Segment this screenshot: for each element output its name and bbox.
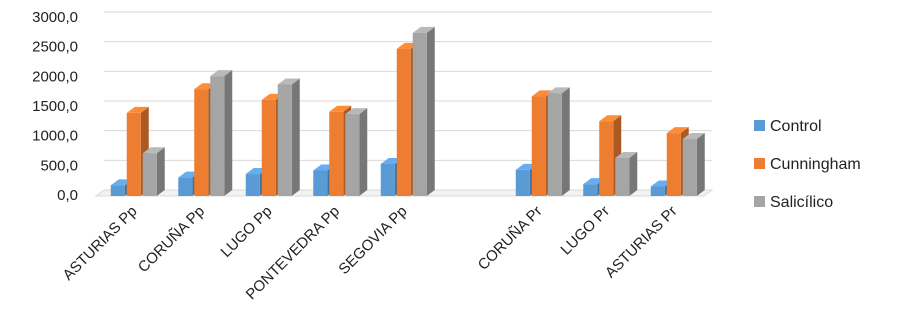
bar-salic-lico	[412, 26, 435, 197]
y-tick-label: 1000,0	[32, 128, 78, 145]
x-category-label: ASTURIAS Pp	[60, 203, 141, 284]
legend-swatch	[754, 120, 765, 131]
x-category-label: ASTURIAS Pr	[602, 203, 681, 282]
x-category-label: LUGO Pr	[557, 203, 613, 259]
bar-salic-lico	[142, 147, 165, 196]
y-tick-label: 3000,0	[32, 9, 78, 26]
bar-salic-lico	[345, 108, 368, 196]
y-tick-label: 2000,0	[32, 68, 78, 85]
y-axis: 0,0 500,0 1000,0 1500,0 2000,0 2500,0 3000,0	[32, 9, 78, 204]
x-category-label: CORUÑA Pp	[135, 203, 208, 276]
y-tick-label: 2500,0	[32, 39, 78, 56]
y-tick-label: 0,0	[57, 187, 78, 204]
legend-item: Control	[754, 118, 822, 135]
x-category-label: LUGO Pp	[218, 203, 276, 261]
bar-salic-lico	[547, 87, 570, 196]
legend-swatch	[754, 196, 765, 207]
legend-label: Salicílico	[770, 194, 833, 211]
y-tick-label: 500,0	[40, 157, 78, 174]
x-category-label: CORUÑA Pr	[475, 203, 546, 274]
bars	[110, 26, 705, 197]
legend-label: Cunningham	[770, 156, 861, 173]
legend-label: Control	[770, 118, 822, 135]
y-tick-label: 1500,0	[32, 98, 78, 115]
legend-item: Cunningham	[754, 156, 861, 173]
bar-salic-lico	[615, 152, 638, 196]
x-category-label: SEGOVIA Pp	[335, 203, 410, 278]
bar-salic-lico	[277, 78, 300, 196]
legend-item: Salicílico	[754, 194, 833, 211]
legend-swatch	[754, 158, 765, 169]
bar-salic-lico	[682, 133, 705, 196]
bar-salic-lico	[210, 70, 233, 196]
legend: Control Cunningham Salicílico	[754, 118, 861, 211]
